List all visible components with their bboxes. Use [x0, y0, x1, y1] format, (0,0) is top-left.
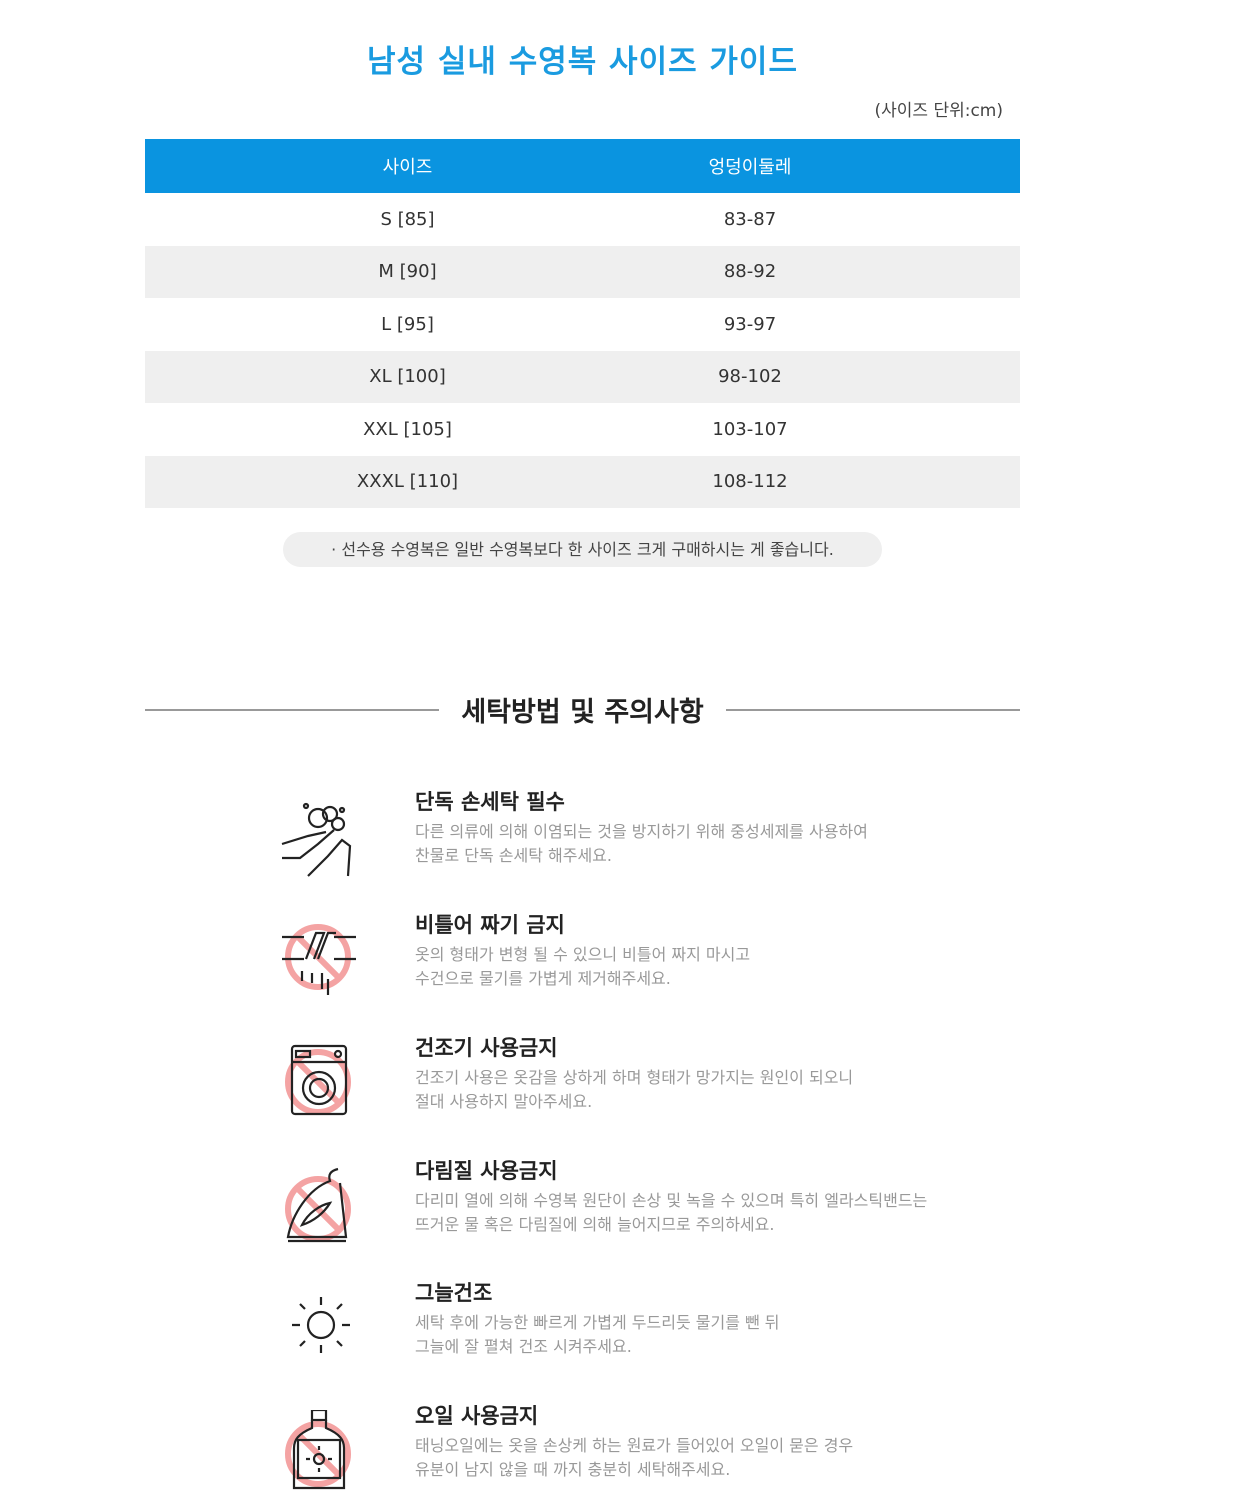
- size-table: 사이즈 엉덩이둘레 S [85] 83-87 M [90] 88-92 L [95]…: [145, 139, 1020, 508]
- page-title: 남성 실내 수영복 사이즈 가이드: [367, 44, 798, 80]
- care-item-title: 단독 손세탁 필수: [415, 790, 565, 814]
- unit-note: (사이즈 단위:cm): [874, 101, 1003, 121]
- care-section-heading: 세탁방법 및 주의사항: [145, 690, 1021, 729]
- table-header: 사이즈 엉덩이둘레: [145, 139, 1020, 193]
- hip-cell: 93-97: [723, 313, 777, 335]
- care-item-title: 비틀어 짜기 금지: [415, 913, 565, 937]
- table-row: XXL [105] 103-107: [145, 403, 1020, 456]
- header-hip: 엉덩이둘레: [708, 157, 792, 178]
- header-size: 사이즈: [382, 157, 433, 178]
- desc-line: 뜨거운 물 혹은 다림질에 의해 늘어지므로 주의하세요.: [415, 1215, 775, 1234]
- desc-line: 옷의 형태가 변형 될 수 있으니 비틀어 짜지 마시고: [415, 945, 751, 964]
- hip-cell: 103-107: [712, 418, 788, 440]
- care-item-title: 그늘건조: [415, 1281, 493, 1305]
- care-item-desc: 다리미 열에 의해 수영복 원단이 손상 및 녹을 수 있으며 특히 엘라스틱밴…: [415, 1189, 927, 1237]
- no-wring-icon: [282, 924, 356, 995]
- hand-wash-icon: [281, 802, 352, 877]
- size-cell: S [85]: [380, 208, 435, 230]
- table-row: XL [100] 98-102: [145, 350, 1020, 403]
- size-cell: L [95]: [381, 313, 434, 335]
- hip-cell: 83-87: [723, 208, 777, 230]
- divider: [145, 708, 440, 711]
- size-tip: · 선수용 수영복은 일반 수영복보다 한 사이즈 크게 구매하시는 게 좋습니…: [283, 532, 882, 567]
- desc-line: 태닝오일에는 옷을 손상케 하는 원료가 들어있어 오일이 묻은 경우: [415, 1436, 854, 1455]
- care-item: 단독 손세탁 필수 다른 의류에 의해 이염되는 것을 방지하기 위해 중성세제…: [278, 786, 998, 886]
- care-title: 세탁방법 및 주의사항: [461, 697, 704, 728]
- desc-line: 그늘에 잘 펼쳐 건조 시켜주세요.: [415, 1337, 632, 1356]
- care-item: 건조기 사용금지 건조기 사용은 옷감을 상하게 하며 형태가 망가지는 원인이…: [278, 1032, 998, 1132]
- table-row: XXXL [110] 108-112: [145, 455, 1020, 508]
- no-oil-icon: [285, 1410, 351, 1490]
- shade-dry-icon: [292, 1297, 350, 1353]
- size-cell: XXXL [110]: [356, 471, 459, 493]
- care-item-title: 건조기 사용금지: [415, 1036, 558, 1060]
- desc-line: 다리미 열에 의해 수영복 원단이 손상 및 녹을 수 있으며 특히 엘라스틱밴…: [415, 1191, 928, 1210]
- size-cell: XL [100]: [369, 366, 446, 388]
- hip-cell: 88-92: [723, 261, 777, 283]
- desc-line: 다른 의류에 의해 이염되는 것을 방지하기 위해 중성세제를 사용하여: [415, 822, 868, 841]
- desc-line: 세탁 후에 가능한 빠르게 가볍게 두드리듯 물기를 뺀 뒤: [415, 1313, 780, 1332]
- care-item-title: 다림질 사용금지: [415, 1159, 558, 1183]
- no-dryer-icon: [285, 1044, 351, 1116]
- care-item: 다림질 사용금지 다리미 열에 의해 수영복 원단이 손상 및 녹을 수 있으며…: [278, 1155, 998, 1255]
- table-row: S [85] 83-87: [145, 193, 1020, 246]
- desc-line: 건조기 사용은 옷감을 상하게 하며 형태가 망가지는 원인이 되오니: [415, 1068, 854, 1087]
- size-cell: M [90]: [378, 261, 437, 283]
- table-row: L [95] 93-97: [145, 298, 1020, 351]
- hip-cell: 98-102: [718, 366, 782, 388]
- divider: [725, 708, 1021, 711]
- table-row: M [90] 88-92: [145, 245, 1020, 298]
- desc-line: 유분이 남지 않을 때 까지 충분히 세탁해주세요.: [415, 1460, 731, 1479]
- desc-line: 절대 사용하지 말아주세요.: [415, 1092, 593, 1111]
- no-iron-icon: [285, 1167, 351, 1243]
- desc-line: 수건으로 물기를 가볍게 제거해주세요.: [415, 969, 671, 988]
- desc-line: 찬물로 단독 손세탁 해주세요.: [415, 846, 612, 865]
- care-item-title: 오일 사용금지: [415, 1404, 539, 1428]
- hip-cell: 108-112: [712, 471, 788, 493]
- size-cell: XXL [105]: [363, 418, 452, 440]
- care-item: 오일 사용금지 태닝오일에는 옷을 손상케 하는 원료가 들어있어 오일이 묻은…: [278, 1400, 998, 1500]
